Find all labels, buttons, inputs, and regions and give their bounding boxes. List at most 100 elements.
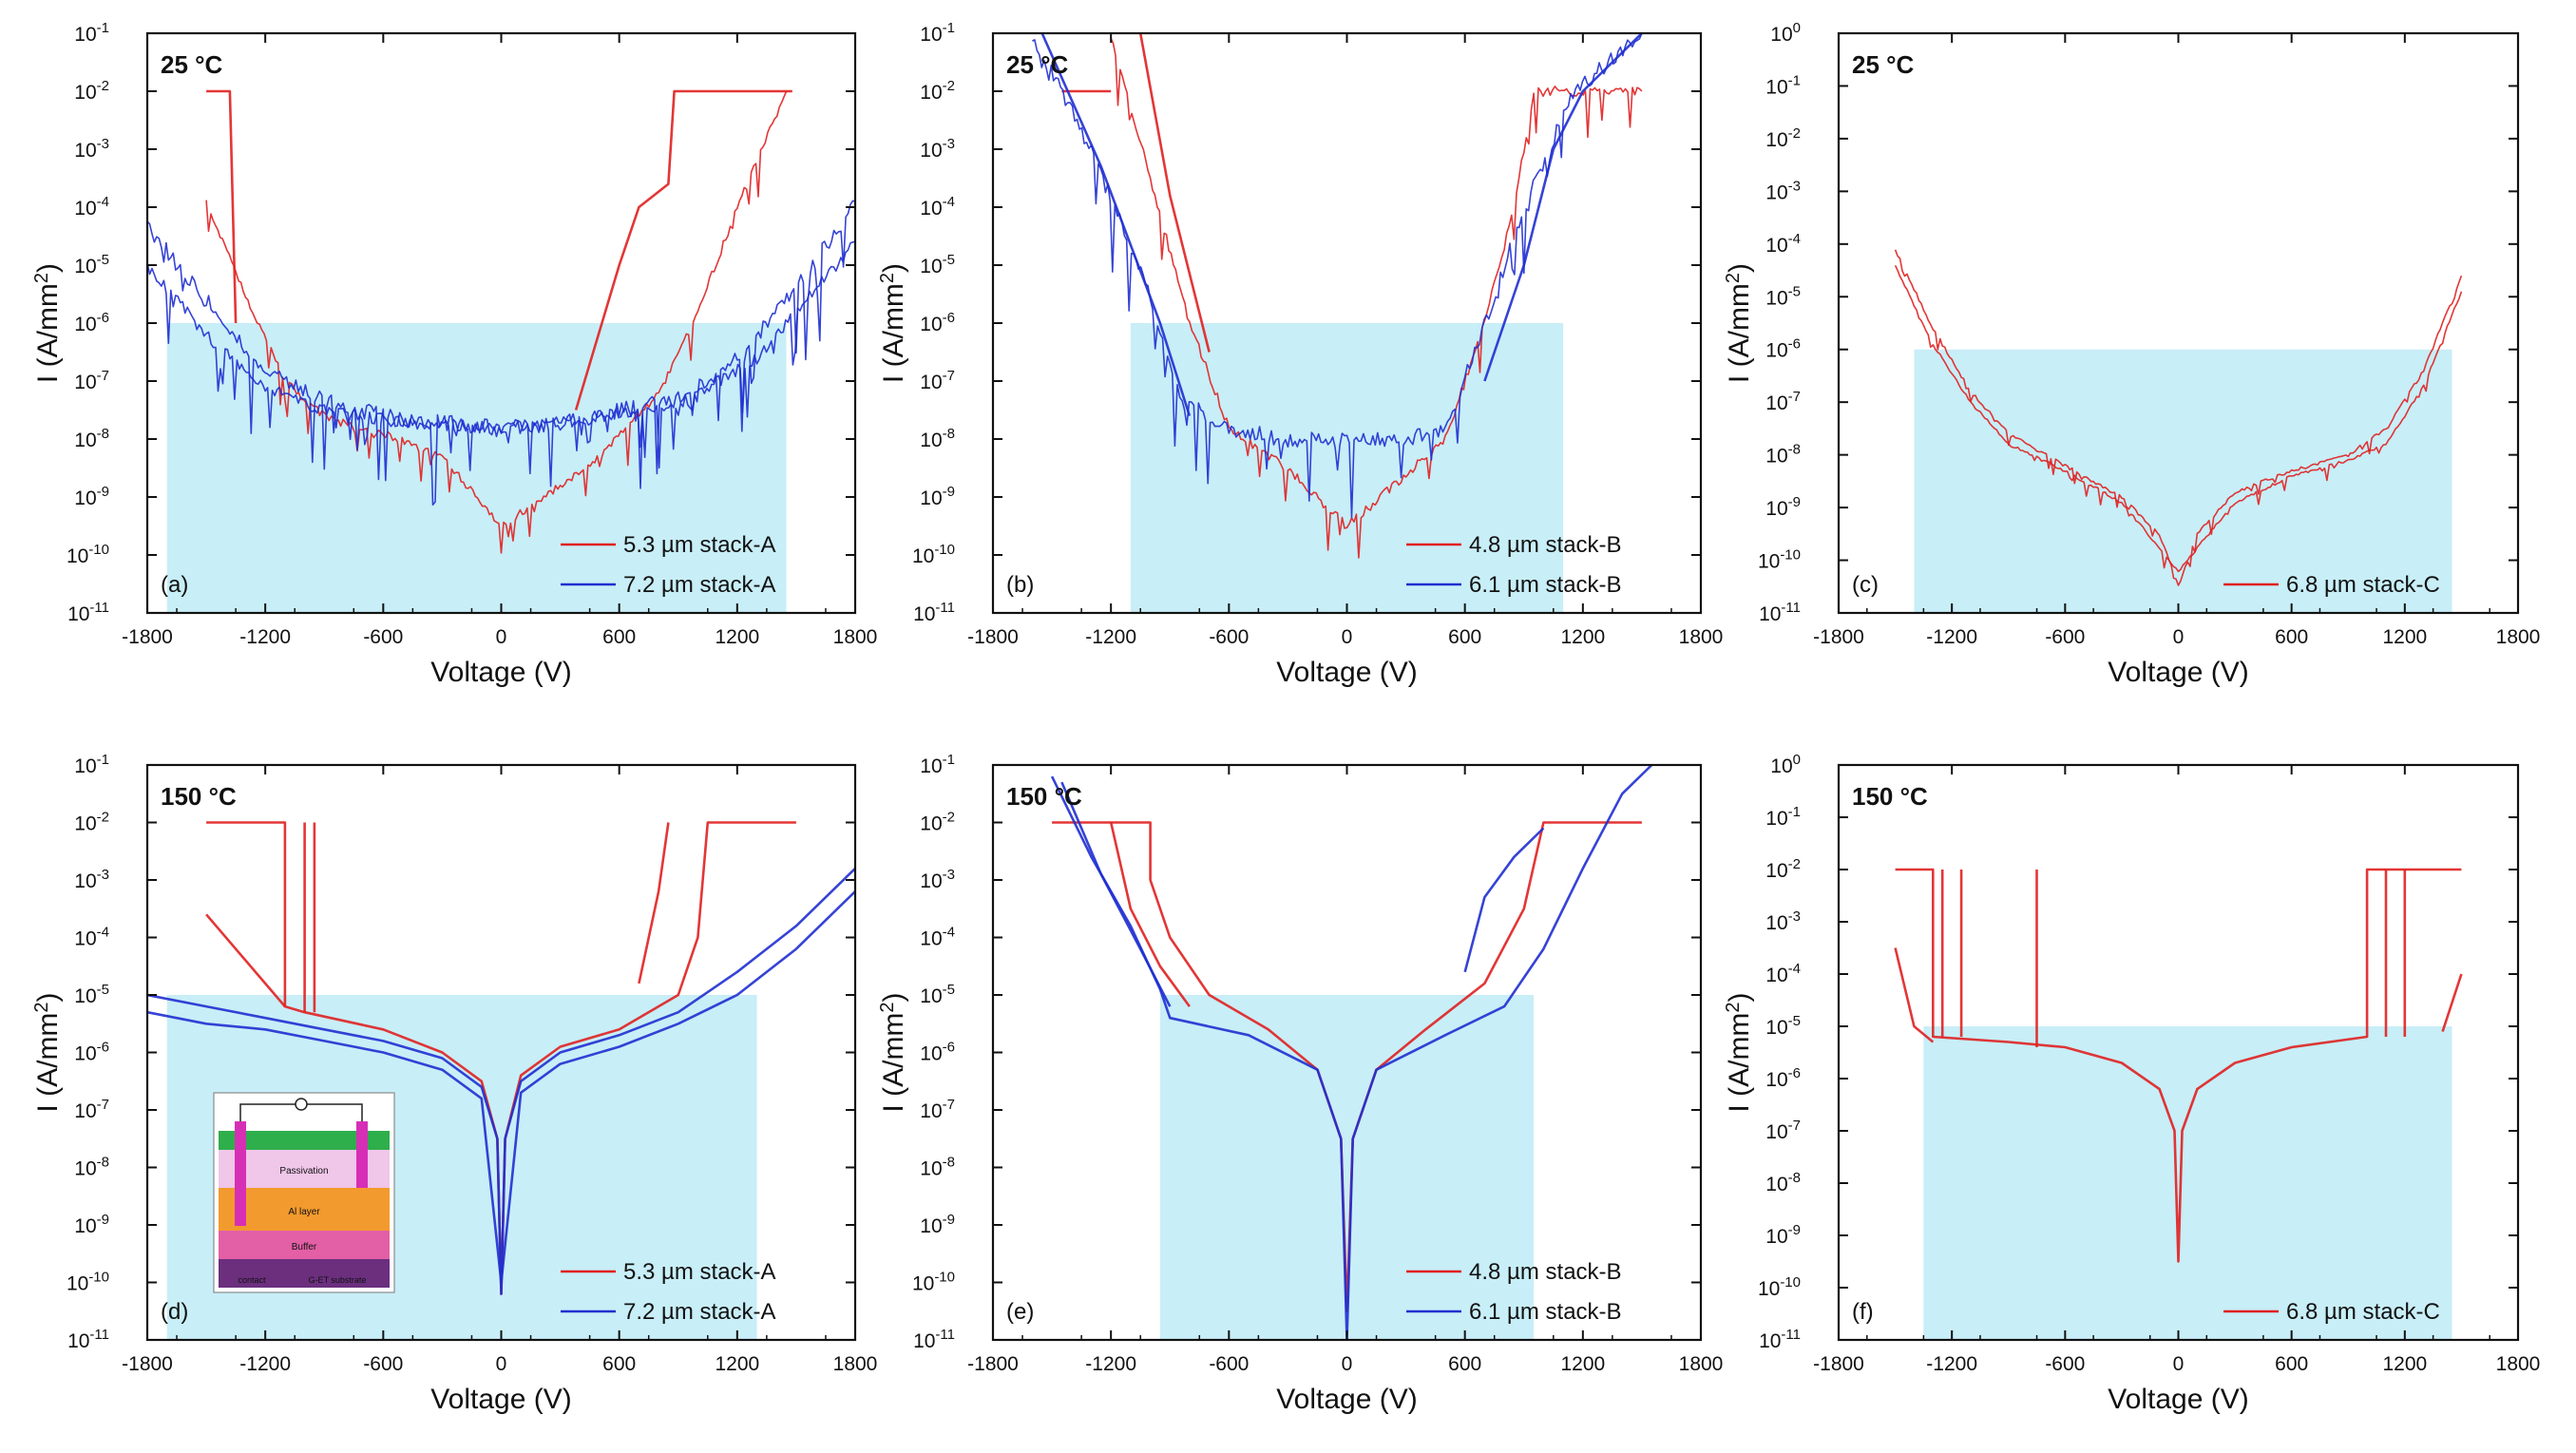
y-tick-label: 10-6 bbox=[74, 1040, 109, 1065]
series-line bbox=[1894, 947, 1935, 1043]
y-tick-label: 10-9 bbox=[1765, 494, 1801, 520]
y-tick-label: 10-1 bbox=[920, 20, 955, 46]
inset-source-icon bbox=[295, 1098, 308, 1111]
x-axis-title: Voltage (V) bbox=[2108, 1384, 2248, 1415]
y-tick-label: 10-4 bbox=[1765, 231, 1801, 257]
y-tick-exponent: -3 bbox=[1788, 908, 1801, 925]
y-tick-label: 10-9 bbox=[920, 1212, 955, 1237]
y-tick-label: 10-7 bbox=[74, 368, 109, 393]
y-tick-label: 10-4 bbox=[920, 194, 955, 220]
x-tick-label: 600 bbox=[1448, 1353, 1481, 1375]
x-tick-label: -1800 bbox=[1813, 626, 1864, 648]
y-tick-label: 10-11 bbox=[67, 1327, 109, 1352]
temperature-label: 25 °C bbox=[161, 50, 223, 79]
y-tick-label: 10-4 bbox=[920, 925, 955, 950]
y-axis-title-sup: 2 bbox=[31, 273, 52, 283]
y-tick-label: 10-11 bbox=[1759, 600, 1801, 625]
y-tick-exponent: -3 bbox=[97, 136, 109, 152]
series-line bbox=[574, 89, 792, 411]
legend-label: 7.2 µm stack-A bbox=[623, 1299, 776, 1325]
y-tick-exponent: -10 bbox=[1780, 1274, 1801, 1290]
series-group bbox=[147, 821, 855, 1295]
series-group bbox=[1894, 249, 2463, 586]
shaded-region bbox=[1914, 349, 2452, 613]
series-line bbox=[1110, 37, 1643, 559]
y-tick-label: 10-3 bbox=[74, 136, 109, 162]
y-tick-label: 10-8 bbox=[74, 426, 109, 451]
inset-contact-label: contact bbox=[238, 1275, 266, 1285]
y-tick-label: 10-1 bbox=[74, 20, 109, 46]
y-tick-exponent: -4 bbox=[943, 194, 955, 210]
series-line bbox=[1895, 868, 2462, 1263]
y-tick-label: 10-4 bbox=[74, 194, 109, 220]
series-line bbox=[1138, 33, 1211, 353]
y-tick-exponent: -6 bbox=[943, 310, 955, 326]
legend-label: 4.8 µm stack-B bbox=[1469, 1259, 1622, 1285]
legend-label: 5.3 µm stack-A bbox=[623, 1259, 776, 1285]
x-tick-label: -1800 bbox=[967, 626, 1019, 648]
y-tick-exponent: -1 bbox=[943, 752, 955, 768]
y-tick-exponent: -7 bbox=[1788, 389, 1801, 405]
legend-label: 7.2 µm stack-A bbox=[623, 572, 776, 598]
y-tick-label: 10-7 bbox=[1765, 1118, 1801, 1143]
temperature-label: 150 °C bbox=[1852, 782, 1928, 811]
y-tick-label: 10-7 bbox=[1765, 389, 1801, 414]
y-tick-exponent: -3 bbox=[943, 136, 955, 152]
y-tick-label: 10-9 bbox=[74, 1212, 109, 1237]
series-line bbox=[147, 890, 855, 1284]
y-tick-exponent: -7 bbox=[943, 368, 955, 384]
y-tick-label: 10-10 bbox=[67, 1270, 109, 1295]
y-tick-exponent: -11 bbox=[1781, 1327, 1801, 1343]
series-line bbox=[147, 867, 855, 1295]
temperature-label: 25 °C bbox=[1852, 50, 1915, 79]
panel-b: -1800 -1200 -600 0 600 1200 1800 10-11 10-10 10-9… bbox=[877, 20, 1723, 688]
inset-layer-label: Buffer bbox=[292, 1242, 317, 1252]
y-tick-exponent: -4 bbox=[97, 194, 109, 210]
y-tick-exponent: -1 bbox=[943, 20, 955, 36]
y-tick-label: 10-6 bbox=[920, 1040, 955, 1065]
y-tick-exponent: -3 bbox=[1788, 178, 1801, 194]
y-tick-label: 10-11 bbox=[67, 600, 109, 625]
y-tick-label: 10-5 bbox=[1765, 283, 1801, 309]
x-tick-label: -1800 bbox=[122, 626, 173, 648]
x-tick-label: -1200 bbox=[1085, 626, 1136, 648]
y-tick-exponent: -1 bbox=[97, 752, 109, 768]
x-tick-label: -1800 bbox=[967, 1353, 1019, 1375]
x-tick-label: 600 bbox=[602, 1353, 636, 1375]
y-tick-label: 10-1 bbox=[920, 752, 955, 777]
y-tick-exponent: -4 bbox=[97, 925, 109, 941]
y-axis-title: I (A/mm2) bbox=[1723, 263, 1755, 383]
x-tick-label: 0 bbox=[2173, 1353, 2185, 1375]
x-tick-label: 1200 bbox=[715, 1353, 759, 1375]
y-tick-exponent: -5 bbox=[97, 252, 109, 268]
y-tick-exponent: -5 bbox=[943, 252, 955, 268]
y-axis-title-close: ) bbox=[878, 992, 909, 1002]
x-tick-label: 1800 bbox=[1679, 626, 1724, 648]
y-axis-title-sup: 2 bbox=[31, 1002, 52, 1012]
x-tick-label: -600 bbox=[1209, 626, 1249, 648]
y-tick-label: 10-10 bbox=[912, 542, 955, 567]
series-group bbox=[1050, 765, 1653, 1340]
x-tick-label: 600 bbox=[2275, 626, 2308, 648]
y-tick-exponent: -9 bbox=[1788, 1222, 1801, 1238]
y-axis-title-close: ) bbox=[1724, 992, 1755, 1002]
y-axis-title-sup: 2 bbox=[1723, 1002, 1744, 1012]
y-tick-label: 10-3 bbox=[1765, 908, 1801, 934]
y-tick-exponent: -1 bbox=[97, 20, 109, 36]
y-tick-label: 10-6 bbox=[1765, 336, 1801, 362]
y-tick-exponent: -10 bbox=[88, 1270, 109, 1286]
panel-label: (b) bbox=[1006, 572, 1034, 598]
series-line bbox=[205, 90, 788, 554]
y-tick-exponent: -11 bbox=[1781, 600, 1801, 616]
x-tick-label: -600 bbox=[2045, 626, 2085, 648]
y-tick-exponent: -2 bbox=[943, 810, 955, 826]
y-tick-exponent: -5 bbox=[1788, 1013, 1801, 1029]
y-tick-exponent: -9 bbox=[1788, 494, 1801, 510]
y-tick-exponent: -3 bbox=[97, 867, 109, 883]
y-tick-exponent: -8 bbox=[97, 1155, 109, 1171]
y-axis-title-close: ) bbox=[878, 263, 909, 273]
x-tick-label: -1200 bbox=[1926, 626, 1977, 648]
x-axis-title: Voltage (V) bbox=[430, 657, 571, 688]
y-tick-label: 10-5 bbox=[74, 982, 109, 1007]
panel-label: (f) bbox=[1852, 1299, 1874, 1325]
